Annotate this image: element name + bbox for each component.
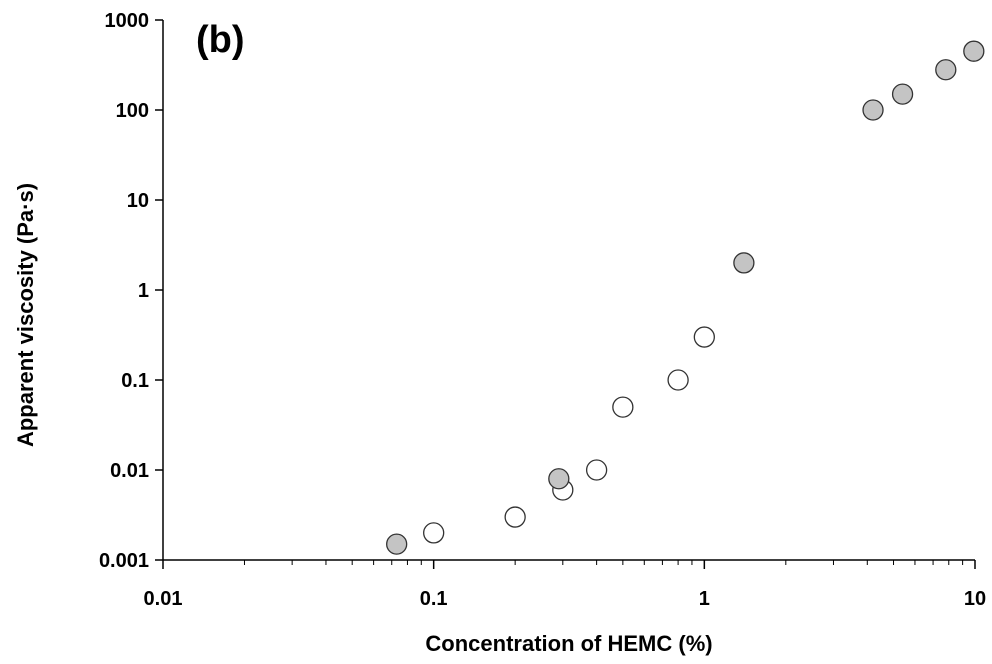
x-tick-label: 1 [699,588,710,610]
y-axis-label: Apparent viscosity (Pa·s) [13,183,38,447]
y-tick-label: 1 [138,280,149,302]
data-points [386,40,985,555]
open-data-point [585,459,608,481]
x-tick-label: 0.1 [420,588,448,610]
tick-labels: 0.001 0.01 0.1 1 10 100 1000 0.01 0.1 1 10 [99,10,986,610]
y-tick-label: 0.001 [99,550,149,572]
y-tick-label: 1000 [105,10,150,32]
y-tick-label: 100 [116,100,149,122]
x-tick-label: 10 [964,588,986,610]
panel-label: (b) [196,19,245,61]
filled-data-point [862,99,884,121]
filled-data-point [963,40,985,62]
y-tick-label: 0.01 [110,460,149,482]
open-data-point [504,506,526,528]
y-tick-label: 0.1 [121,370,149,392]
filled-data-point [548,468,570,490]
ticks [155,19,976,569]
x-axis-label: Concentration of HEMC (%) [425,631,712,656]
open-data-point [423,522,445,544]
filled-data-point [935,59,957,81]
open-data-point [693,326,715,348]
open-data-point [667,369,689,391]
open-data-point [612,396,634,418]
filled-data-point [386,533,408,555]
filled-data-point [733,252,755,274]
x-tick-label: 0.01 [144,588,183,610]
filled-data-point [891,83,914,105]
y-tick-label: 10 [127,190,149,212]
